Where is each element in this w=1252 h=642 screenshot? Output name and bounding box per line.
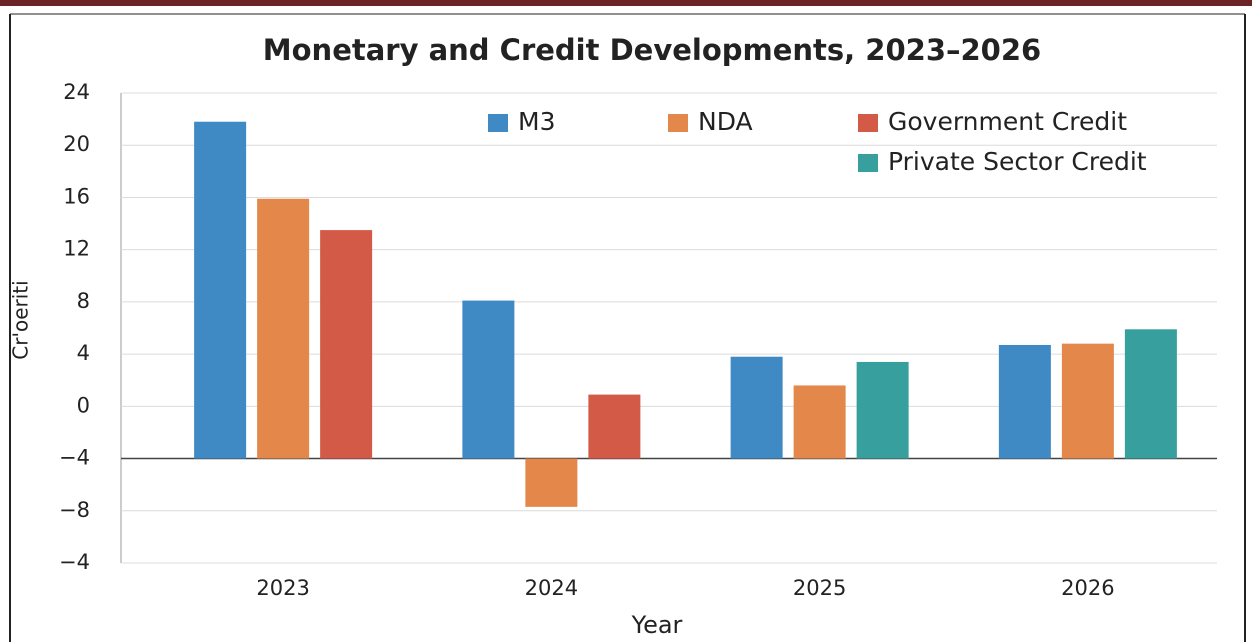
bar (320, 230, 373, 459)
bar (525, 458, 578, 507)
bar (462, 300, 515, 459)
y-tick-label: 16 (63, 184, 90, 208)
y-tick-label: −8 (59, 498, 90, 522)
top-bar (0, 0, 1252, 6)
y-tick-label: 8 (77, 289, 90, 313)
legend-label: Private Sector Credit (888, 147, 1147, 176)
x-tick-label: 2023 (256, 576, 309, 600)
x-axis-label: Year (631, 611, 683, 639)
bar (257, 198, 310, 459)
bar (793, 385, 846, 459)
bar (1061, 343, 1114, 459)
bar (856, 361, 909, 459)
y-tick-label: 4 (77, 341, 90, 365)
bar (998, 344, 1051, 459)
bar (1124, 329, 1177, 459)
legend-swatch (488, 114, 508, 132)
y-tick-label: 20 (63, 132, 90, 156)
y-tick-label: 12 (63, 237, 90, 261)
bar (194, 121, 247, 459)
bar (730, 356, 783, 459)
legend-swatch (668, 114, 688, 132)
legend-swatch (858, 114, 878, 132)
y-tick-label: −4 (59, 550, 90, 574)
x-tick-label: 2026 (1061, 576, 1114, 600)
y-axis-label: Cr'oeriti (9, 280, 33, 359)
x-tick-label: 2025 (793, 576, 846, 600)
x-tick-label: 2024 (525, 576, 578, 600)
chart-title: Monetary and Credit Developments, 2023–2… (263, 33, 1041, 67)
legend-swatch (858, 154, 878, 172)
legend-label: Government Credit (888, 107, 1127, 136)
y-tick-label: 0 (77, 393, 90, 417)
legend-label: M3 (518, 107, 555, 136)
y-tick-label: 24 (63, 80, 90, 104)
y-tick-label: −4 (59, 446, 90, 470)
bar (588, 394, 641, 459)
legend-label: NDA (698, 107, 753, 136)
